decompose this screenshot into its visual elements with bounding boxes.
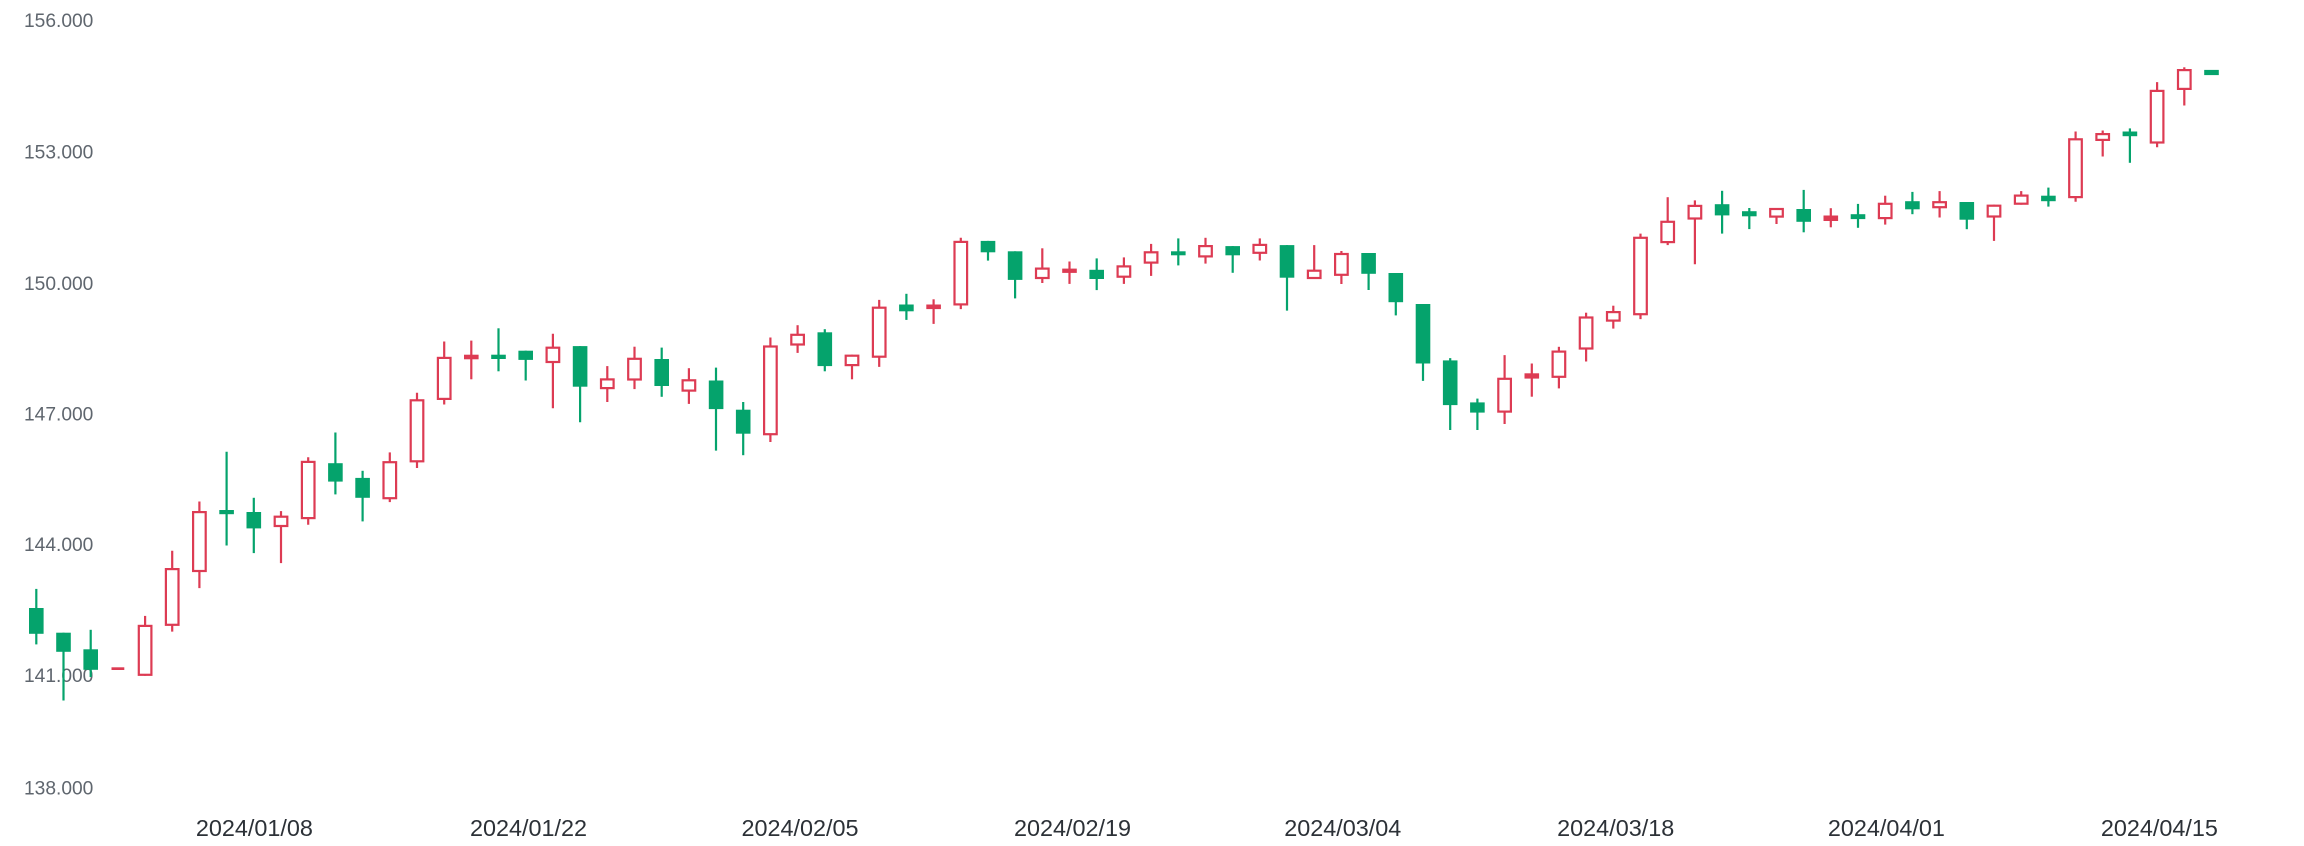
svg-text:150.000: 150.000 bbox=[24, 274, 93, 295]
svg-text:144.000: 144.000 bbox=[24, 535, 93, 556]
svg-text:2024/01/22: 2024/01/22 bbox=[470, 815, 587, 841]
svg-text:2024/03/04: 2024/03/04 bbox=[1284, 815, 1401, 841]
svg-text:2024/04/01: 2024/04/01 bbox=[1828, 815, 1945, 841]
svg-text:141.000: 141.000 bbox=[24, 666, 93, 687]
svg-text:2024/03/18: 2024/03/18 bbox=[1557, 815, 1674, 841]
svg-text:2024/01/08: 2024/01/08 bbox=[196, 815, 313, 841]
svg-text:2024/02/05: 2024/02/05 bbox=[741, 815, 858, 841]
svg-text:2024/02/19: 2024/02/19 bbox=[1014, 815, 1131, 841]
svg-text:2024/04/15: 2024/04/15 bbox=[2101, 815, 2218, 841]
svg-text:156.000: 156.000 bbox=[24, 11, 93, 32]
svg-text:147.000: 147.000 bbox=[24, 405, 93, 426]
svg-text:153.000: 153.000 bbox=[24, 142, 93, 163]
svg-text:138.000: 138.000 bbox=[24, 779, 93, 800]
